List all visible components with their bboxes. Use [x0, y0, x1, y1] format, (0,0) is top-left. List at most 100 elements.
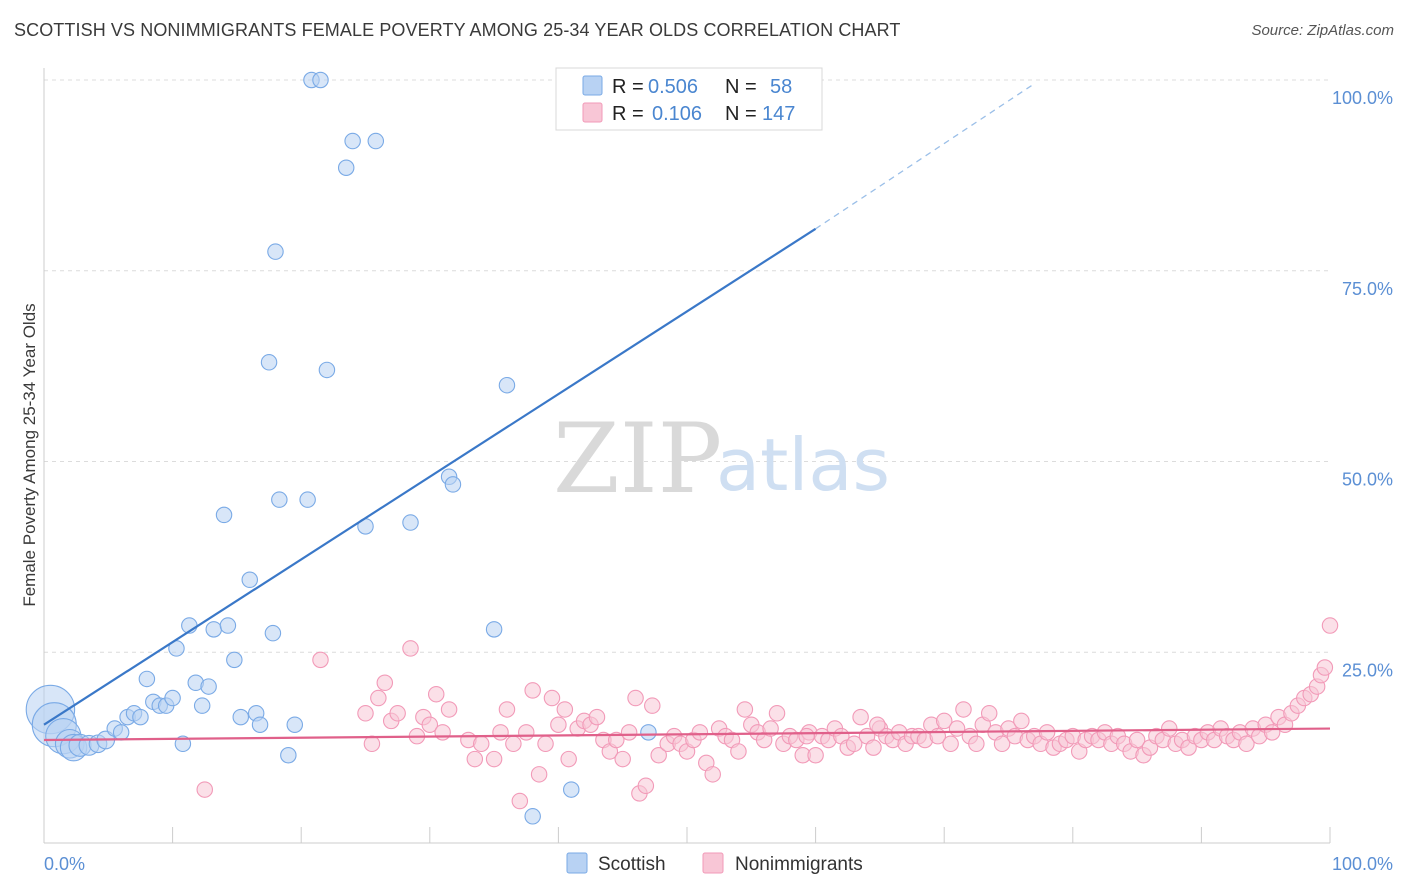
scottish-point-14: [138, 670, 156, 688]
nonimmigrants-point-151: [869, 716, 886, 733]
nonimmigrants-point-13: [434, 724, 451, 741]
scottish-point-24: [200, 678, 217, 695]
nonimmigrants-point-62: [768, 705, 786, 722]
scottish-point-53: [563, 781, 580, 798]
scottish-point-49: [444, 476, 462, 493]
bottom-legend-label-scottish: Scottish: [598, 854, 666, 875]
nonimmigrants-point-39: [620, 724, 638, 741]
y-tick-label-2: 50.0%: [1342, 470, 1393, 490]
nonimmigrants-point-21: [505, 735, 522, 753]
nonimmigrants-point-14: [440, 701, 458, 718]
legend-r-label-nonimmigrants: R =: [612, 103, 644, 125]
legend-n-value-scottish: 58: [770, 76, 792, 98]
scottish-trend-extension: [815, 83, 1035, 230]
scottish-point-27: [219, 617, 237, 634]
nonimmigrants-point-97: [993, 735, 1011, 753]
scottish-point-20: [174, 735, 192, 753]
nonimmigrants-point-57: [736, 701, 754, 718]
nonimmigrants-point-18: [485, 750, 503, 768]
nonimmigrants-point-20: [498, 701, 516, 718]
scottish-point-26: [215, 506, 233, 524]
legend-swatch-nonimmigrants: [582, 102, 603, 123]
nonimmigrants-point-89: [942, 735, 959, 753]
scottish-point-10: [112, 724, 130, 741]
scottish-point-41: [312, 71, 329, 89]
watermark-zip: ZIP: [553, 403, 722, 515]
nonimmigrants-point-4: [370, 689, 387, 707]
scottish-point-36: [271, 491, 288, 508]
grid-layer: [44, 79, 1330, 653]
scottish-point-39: [299, 491, 316, 508]
scottish-point-50: [485, 621, 503, 638]
nonimmigrants-point-123: [1161, 720, 1178, 737]
scottish-point-34: [264, 624, 282, 642]
scottish-point-29: [232, 708, 250, 726]
nonimmigrants-point-23: [517, 724, 535, 741]
nonimmigrants-trend-line: [43, 727, 1331, 742]
nonimmigrants-point-28: [550, 716, 567, 733]
nonimmigrants-point-93: [968, 735, 985, 753]
nonimmigrants-point-75: [852, 708, 869, 726]
nonimmigrants-point-22: [511, 792, 529, 810]
top-legend: R = 0.506 N = 58 R = 0.106 N = 147: [555, 67, 823, 131]
chart-source: Source: ZipAtlas.com: [1251, 22, 1394, 39]
y-tick-label-3: 25.0%: [1342, 660, 1393, 680]
nonimmigrants-point-44: [650, 747, 667, 764]
scottish-point-35: [267, 243, 284, 260]
scottish-point-13: [132, 708, 149, 726]
nonimmigrants-point-135: [1238, 735, 1255, 753]
nonimmigrants-point-52: [704, 766, 721, 783]
legend-n-label-nonimmigrants: N =: [725, 103, 757, 125]
nonimmigrants-point-29: [556, 701, 574, 718]
legend-swatch-scottish: [582, 75, 603, 96]
nonimmigrants-point-74: [845, 735, 863, 753]
nonimmigrants-point-40: [627, 689, 644, 707]
legend-n-value-nonimmigrants: 147: [762, 103, 795, 125]
scottish-point-44: [344, 132, 361, 150]
nonimmigrants-point-12: [427, 685, 445, 703]
nonimmigrants-point-5: [376, 674, 394, 692]
series-nonimmigrants-points: [196, 617, 1339, 810]
nonimmigrants-point-104: [1038, 724, 1056, 741]
nonimmigrants-point-38: [614, 750, 631, 768]
nonimmigrants-point-17: [472, 735, 490, 753]
nonimmigrants-point-37: [608, 731, 625, 749]
chart-title: SCOTTISH VS NONIMMIGRANTS FEMALE POVERTY…: [14, 20, 901, 40]
nonimmigrants-point-34: [588, 708, 606, 726]
nonimmigrants-point-77: [865, 739, 882, 756]
x-tick-label-1: 100.0%: [1332, 854, 1393, 874]
y-tick-label-0: 100.0%: [1332, 88, 1393, 108]
scottish-point-47: [402, 514, 419, 531]
nonimmigrants-point-2: [357, 705, 374, 722]
nonimmigrants-point-100: [1013, 712, 1030, 730]
scottish-point-28: [226, 651, 243, 669]
nonimmigrants-point-50: [691, 724, 709, 741]
y-axis-label: Female Poverty Among 25-34 Year Olds: [20, 303, 39, 606]
scottish-point-42: [318, 361, 336, 379]
nonimmigrants-point-3: [363, 735, 381, 753]
bottom-legend-label-nonimmigrants: Nonimmigrants: [735, 854, 863, 875]
legend-n-label-scottish: N =: [725, 76, 757, 98]
nonimmigrants-point-7: [389, 705, 406, 722]
nonimmigrants-point-24: [524, 682, 541, 699]
scottish-point-33: [260, 354, 278, 371]
legend-r-value-scottish: 0.506: [648, 76, 698, 98]
scottish-point-37: [280, 747, 297, 764]
nonimmigrants-point-150: [798, 727, 815, 745]
nonimmigrants-point-11: [421, 716, 439, 733]
nonimmigrants-point-19: [492, 724, 509, 741]
nonimmigrants-point-43: [644, 697, 661, 714]
watermark: ZIP atlas: [553, 403, 890, 515]
trend-layer: [43, 83, 1331, 742]
nonimmigrants-point-8: [402, 640, 419, 657]
x-tick-label-0: 0.0%: [44, 854, 85, 874]
nonimmigrants-point-25: [530, 766, 548, 783]
nonimmigrants-point-26: [537, 735, 554, 753]
nonimmigrants-point-95: [980, 705, 998, 722]
nonimmigrants-point-68: [807, 747, 824, 764]
nonimmigrants-point-91: [955, 701, 972, 718]
bottom-legend-swatch-nonimmigrants: [702, 852, 724, 874]
scottish-point-32: [251, 716, 269, 733]
tick-layer: 100.0% 75.0% 50.0% 25.0% 0.0% 100.0%: [44, 88, 1393, 874]
scottish-trend-line: [43, 227, 817, 726]
